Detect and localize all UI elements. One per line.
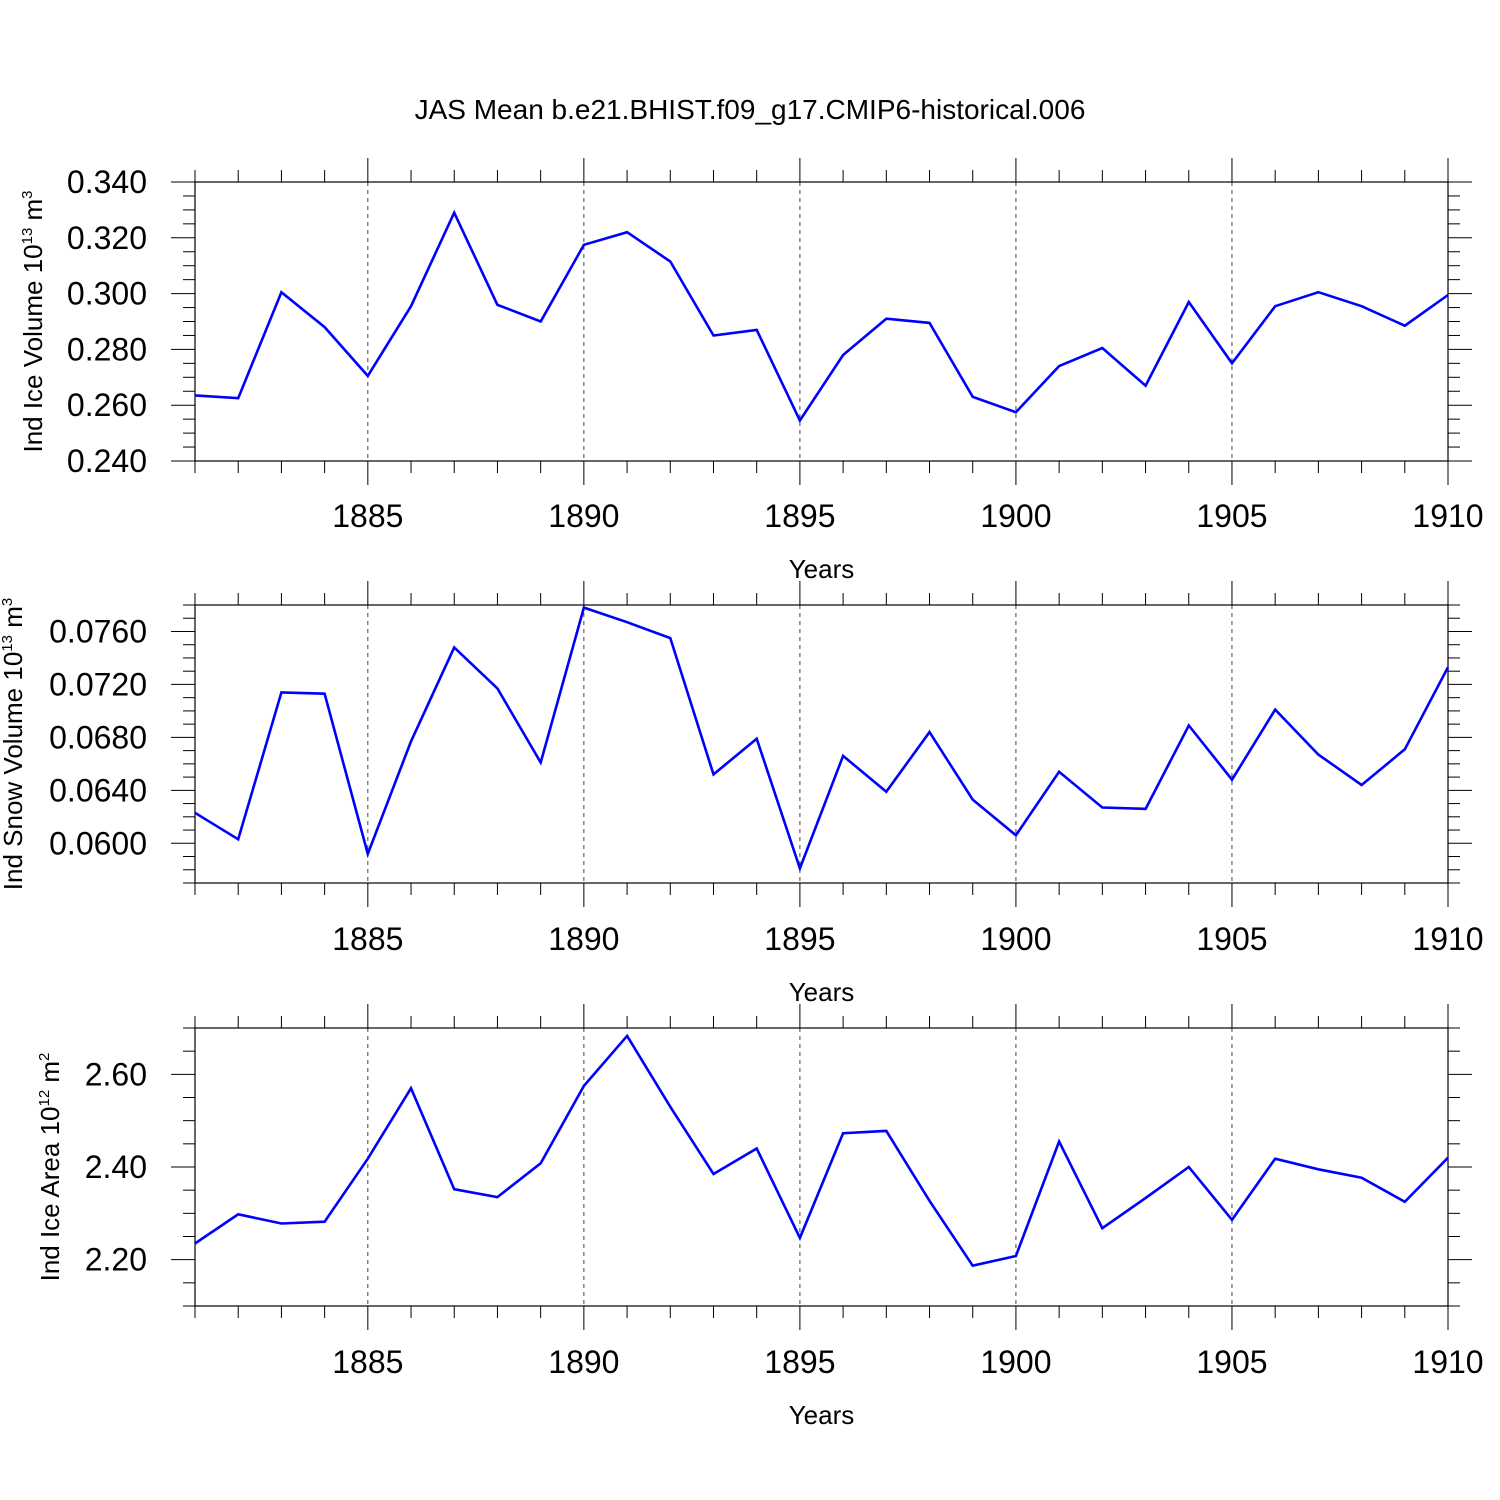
y-axis-title-unit-exponent: 2 — [36, 1053, 53, 1061]
y-tick-label-2.6: 2.60 — [85, 1056, 147, 1092]
x-tick-label-1885: 1885 — [332, 921, 403, 957]
plot-frame — [194, 181, 1449, 462]
y-axis-title-exponent: 13 — [0, 635, 16, 652]
y-axis-title-text: Ind Snow Volume 10 — [0, 652, 28, 891]
x-tick-label-1895: 1895 — [764, 921, 835, 957]
y-tick-label-0.32: 0.320 — [67, 220, 147, 256]
y-tick-label-0.06: 0.0600 — [49, 825, 147, 861]
x-tick-label-1885: 1885 — [332, 498, 403, 534]
y-axis-title-unit-exponent: 3 — [19, 190, 36, 198]
chart-title: JAS Mean b.e21.BHIST.f09_g17.CMIP6-histo… — [415, 94, 1086, 125]
x-tick-label-1890: 1890 — [548, 498, 619, 534]
x-tick-label-1910: 1910 — [1412, 1344, 1483, 1380]
y-axis-title-exponent: 13 — [19, 228, 36, 245]
y-tick-label-0.26: 0.260 — [67, 387, 147, 423]
y-tick-label-0.068: 0.0680 — [49, 719, 147, 755]
x-tick-label-1905: 1905 — [1196, 1344, 1267, 1380]
y-tick-label-2.2: 2.20 — [85, 1242, 147, 1278]
y-axis-title-exponent: 12 — [36, 1090, 53, 1107]
y-tick-label-0.072: 0.0720 — [49, 666, 147, 702]
y-tick-label-2.4: 2.40 — [85, 1149, 147, 1185]
x-tick-label-1905: 1905 — [1196, 921, 1267, 957]
y-axis-title-unit: m — [18, 199, 48, 228]
panel-1: 1885 1890 1895 1900 1905 1910 Years 0.240 0.260 0… — [18, 158, 1484, 584]
y-axis-title: Ind Snow Volume 1013 m3 — [0, 598, 28, 890]
x-tick-label-1910: 1910 — [1412, 498, 1483, 534]
y-tick-label-0.24: 0.240 — [67, 443, 147, 479]
x-tick-label-1900: 1900 — [980, 921, 1051, 957]
plot-frame — [194, 1027, 1449, 1307]
series-line-ind-ice-volume — [194, 209, 1449, 424]
x-axis-title: Years — [789, 554, 855, 584]
x-tick-label-1890: 1890 — [548, 1344, 619, 1380]
y-axis-title-unit: m — [0, 606, 28, 635]
x-axis-title: Years — [789, 977, 855, 1007]
series-line-ind-ice-area — [194, 1033, 1449, 1268]
x-tick-label-1885: 1885 — [332, 1344, 403, 1380]
panel-3: 1885 1890 1895 1900 1905 1910 Years 2.20 2.40 2.6… — [35, 1004, 1484, 1430]
x-tick-label-1895: 1895 — [764, 1344, 835, 1380]
x-tick-label-1900: 1900 — [980, 1344, 1051, 1380]
x-tick-label-1905: 1905 — [1196, 498, 1267, 534]
y-tick-label-0.3: 0.300 — [67, 276, 147, 312]
y-axis-title-unit-exponent: 3 — [0, 598, 16, 606]
y-axis-title-unit: m — [35, 1061, 65, 1090]
y-axis-title-text: Ind Ice Area 10 — [35, 1107, 65, 1282]
y-axis-title: Ind Ice Volume 1013 m3 — [18, 190, 48, 452]
x-tick-label-1910: 1910 — [1412, 921, 1483, 957]
x-axis-title: Years — [789, 1400, 855, 1430]
x-tick-label-1900: 1900 — [980, 498, 1051, 534]
y-tick-label-0.076: 0.0760 — [49, 613, 147, 649]
x-tick-label-1895: 1895 — [764, 498, 835, 534]
y-tick-label-0.34: 0.340 — [67, 164, 147, 200]
panel-2: 1885 1890 1895 1900 1905 1910 Years 0.0600 0.064… — [0, 581, 1484, 1007]
plot-frame — [194, 604, 1449, 884]
y-tick-label-0.064: 0.0640 — [49, 772, 147, 808]
y-tick-label-0.28: 0.280 — [67, 331, 147, 367]
series-line-ind-snow-volume — [194, 605, 1450, 873]
y-axis-title: Ind Ice Area 1012 m2 — [35, 1053, 65, 1282]
y-axis-title-text: Ind Ice Volume 10 — [18, 244, 48, 452]
x-tick-label-1890: 1890 — [548, 921, 619, 957]
